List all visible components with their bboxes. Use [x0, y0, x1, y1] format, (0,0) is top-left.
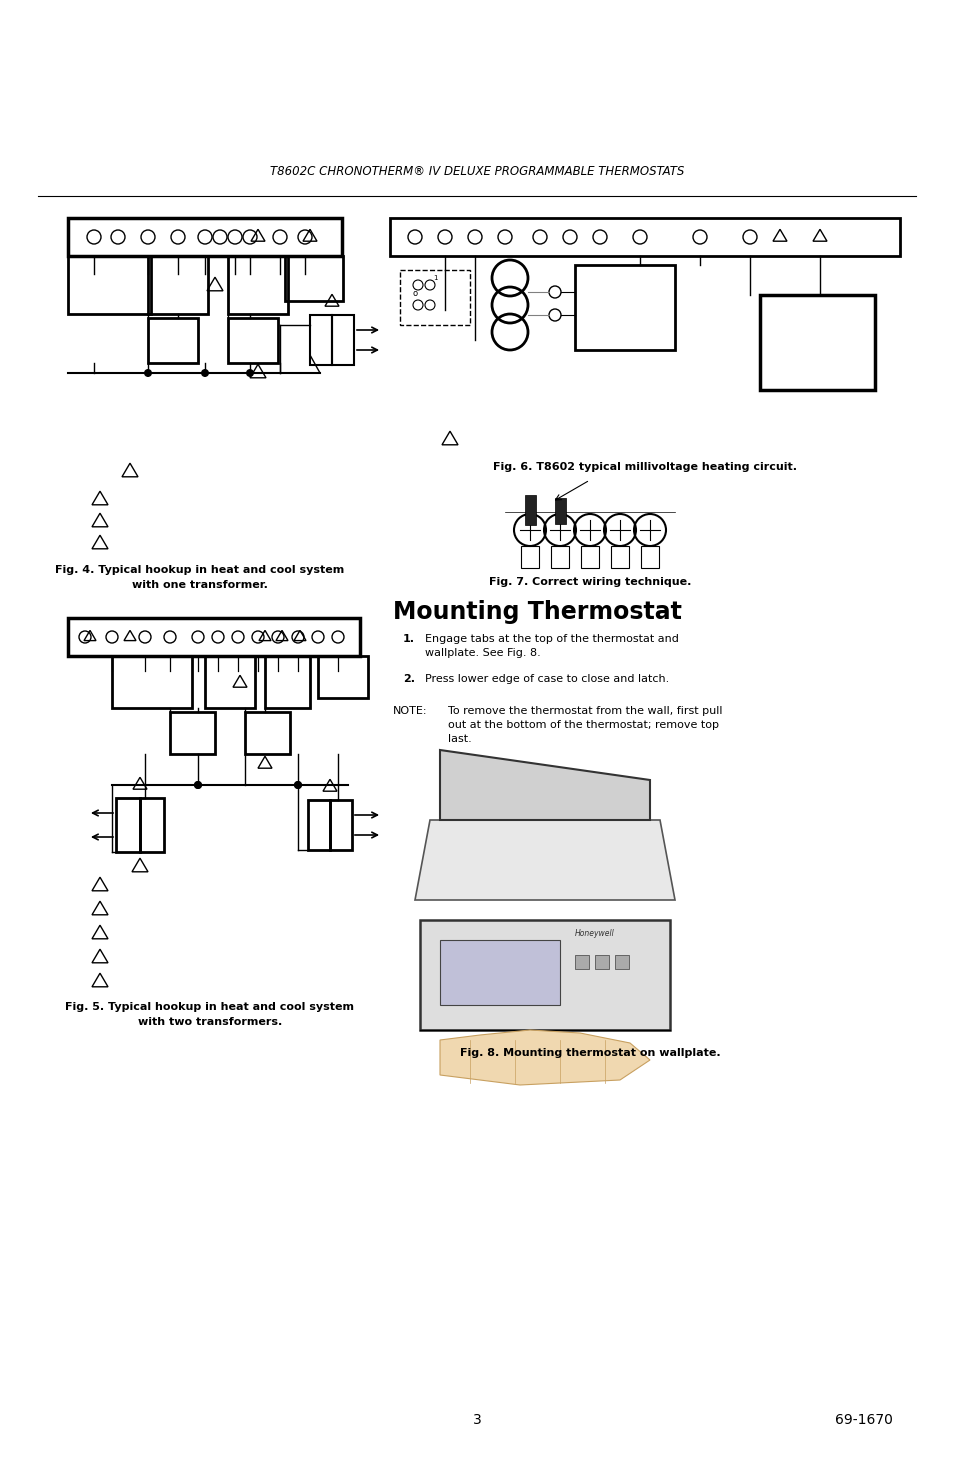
- Circle shape: [193, 780, 202, 789]
- Text: Mounting Thermostat: Mounting Thermostat: [393, 600, 681, 624]
- Bar: [308, 799, 330, 850]
- Text: To remove the thermostat from the wall, first pull
out at the bottom of the ther: To remove the thermostat from the wall, …: [448, 707, 721, 743]
- Bar: [524, 496, 536, 525]
- Bar: [68, 618, 359, 656]
- Text: T8602C CHRONOTHERM® IV DELUXE PROGRAMMABLE THERMOSTATS: T8602C CHRONOTHERM® IV DELUXE PROGRAMMAB…: [270, 165, 683, 178]
- Bar: [610, 546, 628, 568]
- Bar: [285, 257, 343, 301]
- Text: 3: 3: [472, 1413, 481, 1426]
- Circle shape: [294, 780, 302, 789]
- Bar: [575, 266, 675, 350]
- Polygon shape: [415, 820, 675, 900]
- Text: Fig. 6. T8602 typical millivoltage heating circuit.: Fig. 6. T8602 typical millivoltage heati…: [493, 462, 796, 472]
- Polygon shape: [439, 1030, 649, 1086]
- Bar: [116, 798, 140, 853]
- Bar: [317, 656, 368, 698]
- Polygon shape: [439, 749, 649, 820]
- Bar: [575, 954, 588, 969]
- Text: with two transformers.: with two transformers.: [138, 1016, 282, 1027]
- Bar: [228, 257, 288, 314]
- Bar: [245, 712, 290, 754]
- Text: Fig. 7. Correct wiring technique.: Fig. 7. Correct wiring technique.: [488, 577, 691, 587]
- Text: 69-1670: 69-1670: [834, 1413, 892, 1426]
- Bar: [520, 546, 538, 568]
- Bar: [228, 319, 277, 363]
- Bar: [332, 316, 354, 364]
- Circle shape: [246, 369, 253, 378]
- Text: 1: 1: [433, 274, 436, 282]
- Text: Press lower edge of case to close and latch.: Press lower edge of case to close and la…: [424, 674, 669, 684]
- Bar: [265, 656, 310, 708]
- Bar: [594, 791, 605, 802]
- Text: NOTE:: NOTE:: [393, 707, 427, 715]
- Text: with one transformer.: with one transformer.: [132, 580, 268, 590]
- Bar: [68, 218, 341, 257]
- Bar: [439, 940, 559, 1004]
- Bar: [595, 954, 608, 969]
- Bar: [170, 712, 214, 754]
- Bar: [615, 954, 628, 969]
- Circle shape: [201, 369, 209, 378]
- Bar: [609, 791, 621, 802]
- Bar: [205, 656, 254, 708]
- Text: Fig. 8. Mounting thermostat on wallplate.: Fig. 8. Mounting thermostat on wallplate…: [459, 1049, 720, 1058]
- Bar: [578, 791, 589, 802]
- Text: Fig. 4. Typical hookup in heat and cool system: Fig. 4. Typical hookup in heat and cool …: [55, 565, 344, 575]
- Bar: [760, 295, 874, 389]
- Bar: [68, 257, 151, 314]
- Text: Engage tabs at the top of the thermostat and
wallplate. See Fig. 8.: Engage tabs at the top of the thermostat…: [424, 634, 679, 658]
- Bar: [148, 319, 198, 363]
- Bar: [419, 920, 669, 1030]
- Bar: [399, 270, 470, 324]
- Text: Honeywell: Honeywell: [575, 929, 614, 938]
- Bar: [330, 799, 352, 850]
- Text: Honeywell: Honeywell: [584, 776, 620, 782]
- Bar: [555, 499, 565, 524]
- Bar: [640, 546, 659, 568]
- Circle shape: [294, 780, 302, 789]
- Bar: [310, 316, 332, 364]
- Bar: [390, 218, 899, 257]
- Circle shape: [193, 780, 202, 789]
- Bar: [140, 798, 164, 853]
- Bar: [580, 546, 598, 568]
- Bar: [551, 546, 568, 568]
- Circle shape: [144, 369, 152, 378]
- Bar: [148, 257, 208, 314]
- Bar: [459, 788, 559, 813]
- Text: Fig. 5. Typical hookup in heat and cool system: Fig. 5. Typical hookup in heat and cool …: [66, 1002, 355, 1012]
- Bar: [112, 656, 192, 708]
- Text: o: o: [412, 289, 417, 298]
- Text: 1.: 1.: [402, 634, 415, 645]
- Text: 2.: 2.: [402, 674, 415, 684]
